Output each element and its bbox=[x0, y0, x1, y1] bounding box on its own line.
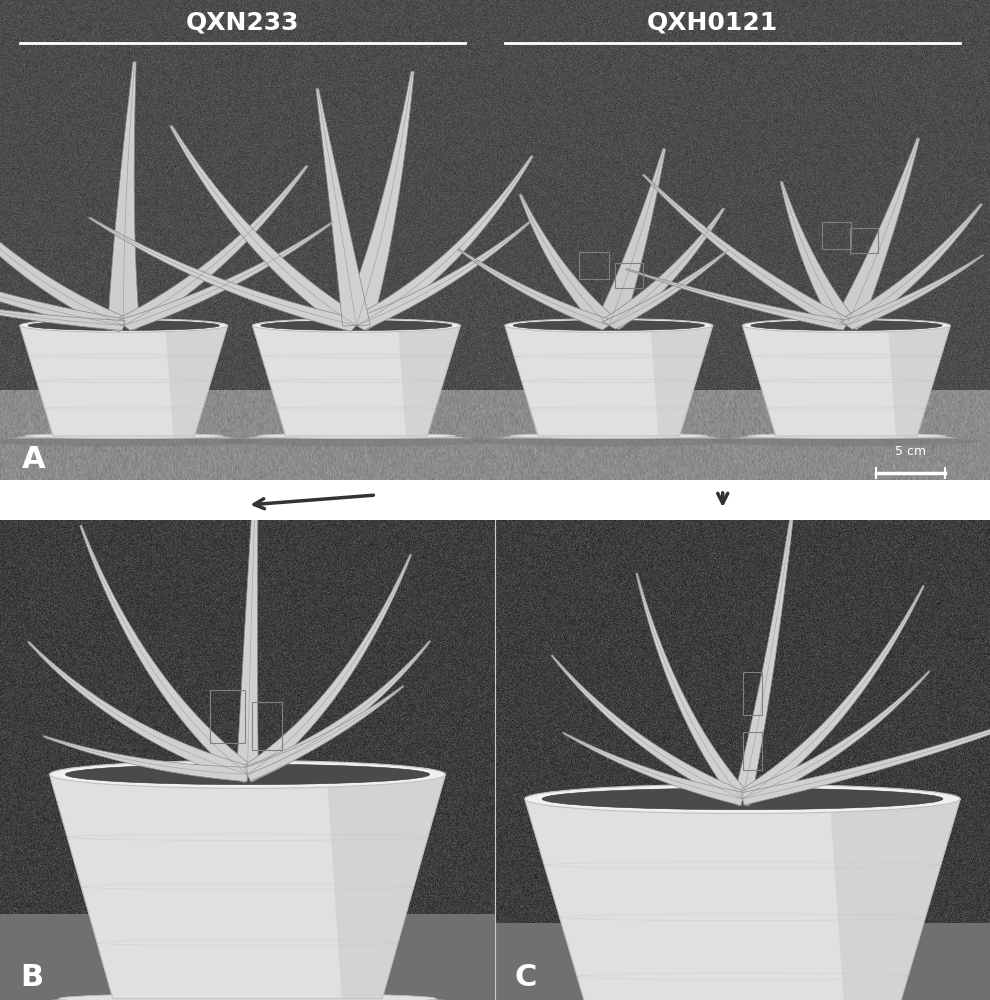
Ellipse shape bbox=[50, 761, 446, 788]
Polygon shape bbox=[165, 326, 228, 436]
Polygon shape bbox=[20, 326, 228, 436]
Polygon shape bbox=[551, 655, 745, 806]
Polygon shape bbox=[837, 204, 983, 330]
Polygon shape bbox=[114, 166, 308, 330]
Polygon shape bbox=[0, 290, 125, 330]
Polygon shape bbox=[594, 149, 665, 327]
Ellipse shape bbox=[257, 433, 455, 438]
Bar bbox=[850, 229, 878, 252]
Polygon shape bbox=[117, 221, 335, 330]
Polygon shape bbox=[252, 326, 460, 436]
Polygon shape bbox=[26, 999, 469, 1000]
Polygon shape bbox=[240, 436, 473, 439]
Ellipse shape bbox=[543, 788, 942, 810]
Bar bbox=[579, 252, 609, 279]
Polygon shape bbox=[50, 774, 446, 999]
Ellipse shape bbox=[59, 993, 436, 1000]
Bar bbox=[615, 263, 643, 288]
Polygon shape bbox=[88, 217, 362, 331]
Bar bbox=[252, 702, 282, 750]
Polygon shape bbox=[398, 326, 460, 436]
Ellipse shape bbox=[557, 790, 928, 804]
Polygon shape bbox=[740, 671, 930, 806]
Polygon shape bbox=[505, 326, 713, 436]
Polygon shape bbox=[841, 255, 984, 329]
Polygon shape bbox=[44, 736, 248, 782]
Polygon shape bbox=[734, 482, 797, 801]
Polygon shape bbox=[730, 436, 963, 439]
Polygon shape bbox=[80, 525, 253, 782]
Ellipse shape bbox=[525, 784, 960, 813]
Ellipse shape bbox=[758, 321, 935, 328]
Polygon shape bbox=[525, 799, 960, 1000]
Polygon shape bbox=[7, 436, 241, 439]
Polygon shape bbox=[562, 732, 744, 805]
Polygon shape bbox=[457, 249, 615, 330]
Polygon shape bbox=[643, 174, 855, 330]
Ellipse shape bbox=[711, 436, 981, 446]
Polygon shape bbox=[832, 138, 920, 327]
Ellipse shape bbox=[513, 320, 705, 331]
Polygon shape bbox=[245, 641, 431, 782]
Ellipse shape bbox=[65, 764, 430, 785]
Polygon shape bbox=[245, 686, 404, 781]
Polygon shape bbox=[169, 126, 368, 330]
Text: B: B bbox=[20, 963, 43, 992]
Ellipse shape bbox=[268, 321, 445, 328]
Ellipse shape bbox=[742, 319, 950, 332]
Ellipse shape bbox=[221, 436, 491, 446]
Ellipse shape bbox=[505, 319, 713, 332]
Ellipse shape bbox=[28, 320, 220, 331]
Bar bbox=[742, 732, 762, 770]
Bar bbox=[822, 222, 851, 249]
Polygon shape bbox=[237, 436, 258, 775]
Ellipse shape bbox=[0, 436, 259, 446]
Polygon shape bbox=[626, 269, 849, 330]
Ellipse shape bbox=[521, 321, 697, 328]
Polygon shape bbox=[327, 774, 446, 999]
Ellipse shape bbox=[25, 433, 223, 438]
Text: QXN233: QXN233 bbox=[186, 10, 299, 34]
Polygon shape bbox=[780, 181, 858, 328]
Ellipse shape bbox=[474, 436, 744, 446]
Polygon shape bbox=[650, 326, 713, 436]
Bar bbox=[495, 923, 990, 1000]
Bar bbox=[0, 914, 495, 1000]
Bar bbox=[742, 672, 762, 715]
Bar bbox=[0, 390, 990, 500]
Ellipse shape bbox=[750, 320, 942, 331]
Polygon shape bbox=[0, 228, 128, 332]
Ellipse shape bbox=[260, 320, 452, 331]
Ellipse shape bbox=[510, 433, 708, 438]
Ellipse shape bbox=[79, 766, 416, 779]
Polygon shape bbox=[738, 585, 925, 806]
Polygon shape bbox=[492, 436, 726, 439]
Polygon shape bbox=[830, 799, 960, 1000]
Ellipse shape bbox=[36, 321, 212, 328]
Polygon shape bbox=[888, 326, 950, 436]
Polygon shape bbox=[28, 641, 250, 783]
Text: C: C bbox=[515, 963, 538, 992]
Polygon shape bbox=[519, 194, 620, 329]
Polygon shape bbox=[316, 88, 370, 326]
Polygon shape bbox=[341, 71, 414, 327]
Text: 5 cm: 5 cm bbox=[895, 445, 927, 458]
Polygon shape bbox=[242, 554, 412, 782]
Ellipse shape bbox=[0, 999, 505, 1000]
Polygon shape bbox=[742, 690, 990, 805]
Bar bbox=[211, 690, 246, 743]
Polygon shape bbox=[602, 249, 730, 329]
Polygon shape bbox=[636, 573, 749, 804]
Ellipse shape bbox=[747, 433, 945, 438]
Text: QXH0121: QXH0121 bbox=[647, 10, 778, 34]
Polygon shape bbox=[108, 62, 140, 326]
Polygon shape bbox=[0, 148, 133, 331]
Ellipse shape bbox=[20, 319, 228, 332]
Polygon shape bbox=[346, 156, 534, 330]
Polygon shape bbox=[599, 208, 725, 329]
Text: A: A bbox=[22, 444, 46, 474]
Polygon shape bbox=[348, 221, 532, 330]
Ellipse shape bbox=[252, 319, 460, 332]
Polygon shape bbox=[742, 326, 950, 436]
